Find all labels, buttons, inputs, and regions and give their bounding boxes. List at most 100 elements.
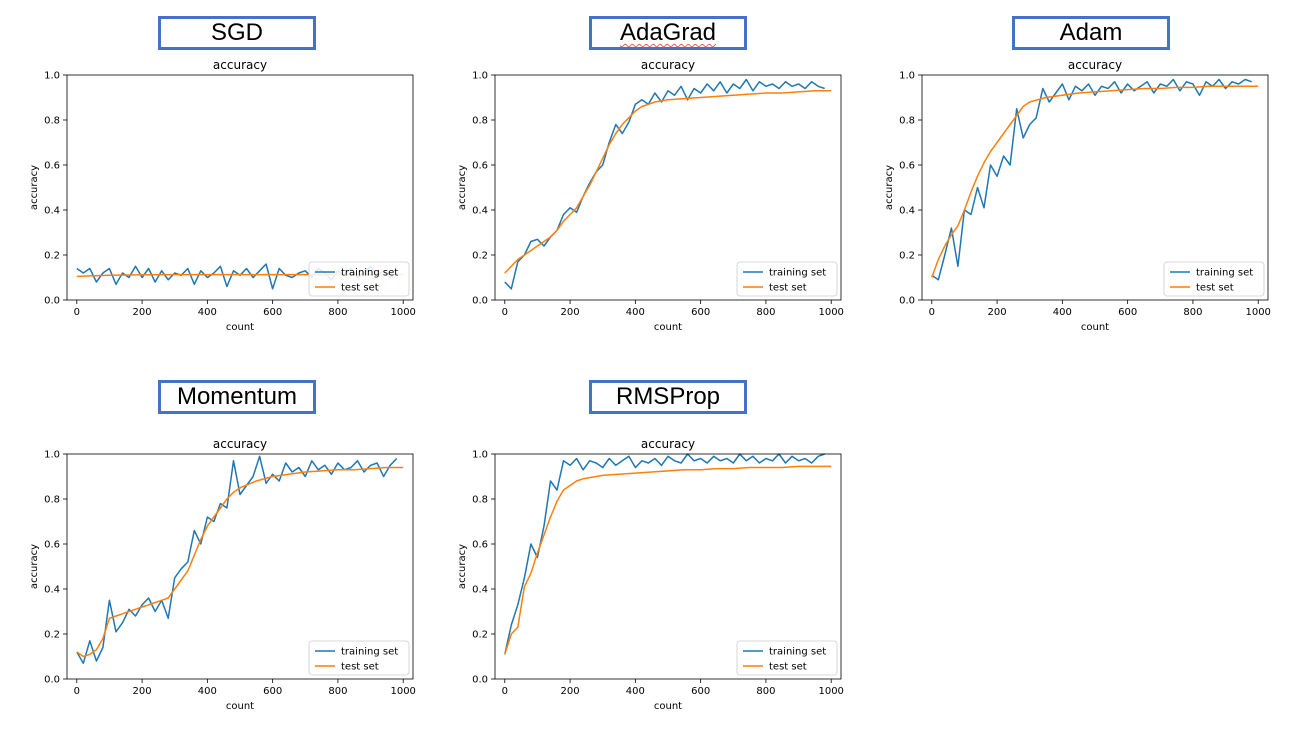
optimizer-label-text: Adam bbox=[1059, 19, 1123, 46]
x-axis-label: count bbox=[654, 701, 682, 712]
y-tick-label: 0.2 bbox=[44, 630, 60, 641]
y-tick-label: 0.6 bbox=[472, 161, 488, 172]
y-tick-label: 1.0 bbox=[44, 450, 60, 461]
x-tick-label: 800 bbox=[328, 686, 347, 697]
chart-title: accuracy bbox=[641, 58, 695, 72]
optimizer-label-momentum: Momentum bbox=[158, 380, 316, 414]
x-tick-label: 400 bbox=[198, 307, 217, 318]
y-tick-label: 0.4 bbox=[899, 206, 915, 217]
legend-label-training: training set bbox=[1196, 268, 1253, 279]
legend-label-training: training set bbox=[769, 268, 826, 279]
legend-label-training: training set bbox=[341, 268, 398, 279]
y-axis-label: accuracy bbox=[884, 165, 895, 210]
y-tick-label: 0.4 bbox=[44, 206, 60, 217]
y-tick-label: 0.4 bbox=[472, 585, 488, 596]
x-tick-label: 1000 bbox=[818, 307, 843, 318]
plot-frame bbox=[66, 453, 414, 680]
optimizer-label-adam: Adam bbox=[1012, 16, 1170, 50]
y-tick-label: 0.4 bbox=[472, 206, 488, 217]
x-tick-label: 600 bbox=[263, 307, 282, 318]
x-tick-label: 0 bbox=[929, 307, 935, 318]
legend-label-test: test set bbox=[1196, 283, 1234, 294]
y-tick-label: 1.0 bbox=[44, 71, 60, 82]
y-axis-label: accuracy bbox=[29, 544, 40, 589]
x-tick-label: 200 bbox=[561, 686, 580, 697]
x-tick-label: 800 bbox=[328, 307, 347, 318]
y-tick-label: 0.0 bbox=[899, 296, 915, 307]
x-tick-label: 0 bbox=[74, 686, 80, 697]
y-axis-label: accuracy bbox=[457, 544, 468, 589]
optimizer-label-sgd: SGD bbox=[158, 16, 316, 50]
x-tick-label: 400 bbox=[198, 686, 217, 697]
legend-label-training: training set bbox=[769, 647, 826, 658]
x-tick-label: 0 bbox=[74, 307, 80, 318]
legend: training set test set bbox=[308, 640, 410, 676]
y-tick-label: 0.0 bbox=[472, 296, 488, 307]
legend: training set test set bbox=[308, 261, 410, 297]
legend: training set test set bbox=[736, 261, 838, 297]
chart-adam-accuracy: accuracy 0 200 400 600 800 1000 0.0 0.2 0.4 0.6 0.8… bbox=[884, 58, 1271, 333]
x-tick-label: 200 bbox=[133, 307, 152, 318]
chart-rmsprop-accuracy: accuracy 0 200 400 600 800 1000 0.0 0.2 0.4 0.6 0.8… bbox=[457, 437, 844, 712]
x-tick-label: 600 bbox=[263, 686, 282, 697]
y-tick-label: 0.8 bbox=[472, 495, 488, 506]
series-line-training bbox=[931, 78, 1252, 281]
series-line-training bbox=[504, 453, 825, 655]
legend-label-test: test set bbox=[341, 283, 379, 294]
optimizer-label-text: Momentum bbox=[176, 383, 298, 410]
x-tick-label: 800 bbox=[756, 686, 775, 697]
y-tick-label: 0.6 bbox=[44, 540, 60, 551]
plot-frame bbox=[494, 74, 842, 301]
legend-label-test: test set bbox=[769, 283, 807, 294]
plot-frame bbox=[494, 453, 842, 680]
x-tick-label: 400 bbox=[1053, 307, 1072, 318]
optimizer-label-text: AdaGrad bbox=[619, 19, 717, 46]
chart-momentum-accuracy: accuracy 0 200 400 600 800 1000 0.0 0.2 0.4 0.6 0.8… bbox=[29, 437, 416, 712]
legend: training set test set bbox=[736, 640, 838, 676]
x-tick-label: 200 bbox=[561, 307, 580, 318]
y-tick-label: 0.0 bbox=[472, 675, 488, 686]
y-tick-label: 1.0 bbox=[472, 71, 488, 82]
y-tick-label: 0.4 bbox=[44, 585, 60, 596]
legend-label-test: test set bbox=[341, 662, 379, 673]
x-tick-label: 200 bbox=[988, 307, 1007, 318]
plot-frame bbox=[66, 74, 414, 301]
y-tick-label: 0.6 bbox=[44, 161, 60, 172]
x-tick-label: 1000 bbox=[390, 307, 415, 318]
y-tick-label: 0.0 bbox=[44, 296, 60, 307]
y-axis-label: accuracy bbox=[29, 165, 40, 210]
chart-title: accuracy bbox=[213, 58, 267, 72]
series-line-test bbox=[76, 466, 404, 658]
optimizer-label-text: SGD bbox=[210, 19, 263, 46]
x-axis-label: count bbox=[654, 322, 682, 333]
x-axis-label: count bbox=[1081, 322, 1109, 333]
chart-title: accuracy bbox=[1068, 58, 1122, 72]
legend-label-training: training set bbox=[341, 647, 398, 658]
y-tick-label: 1.0 bbox=[472, 450, 488, 461]
y-tick-label: 0.8 bbox=[472, 116, 488, 127]
x-tick-label: 800 bbox=[1183, 307, 1202, 318]
chart-title: accuracy bbox=[213, 437, 267, 451]
y-axis-label: accuracy bbox=[457, 165, 468, 210]
x-tick-label: 1000 bbox=[818, 686, 843, 697]
x-tick-label: 600 bbox=[691, 686, 710, 697]
optimizer-label-rmsprop: RMSProp bbox=[589, 380, 747, 414]
series-line-test bbox=[931, 85, 1259, 278]
optimizer-label-adagrad: AdaGrad bbox=[589, 16, 747, 50]
series-line-test bbox=[504, 90, 832, 274]
y-tick-label: 0.6 bbox=[472, 540, 488, 551]
x-tick-label: 600 bbox=[1118, 307, 1137, 318]
plot-frame bbox=[921, 74, 1269, 301]
x-tick-label: 0 bbox=[502, 307, 508, 318]
chart-title: accuracy bbox=[641, 437, 695, 451]
y-tick-label: 0.8 bbox=[899, 116, 915, 127]
series-line-training bbox=[76, 455, 398, 665]
legend-label-test: test set bbox=[769, 662, 807, 673]
y-tick-label: 0.2 bbox=[44, 251, 60, 262]
chart-sgd-accuracy: accuracy 0 200 400 600 800 1000 0.0 0.2 0.4 0.6 0.8… bbox=[29, 58, 416, 333]
x-tick-label: 400 bbox=[626, 307, 645, 318]
series-line-training bbox=[504, 78, 825, 290]
x-tick-label: 400 bbox=[626, 686, 645, 697]
x-tick-label: 600 bbox=[691, 307, 710, 318]
x-tick-label: 0 bbox=[502, 686, 508, 697]
